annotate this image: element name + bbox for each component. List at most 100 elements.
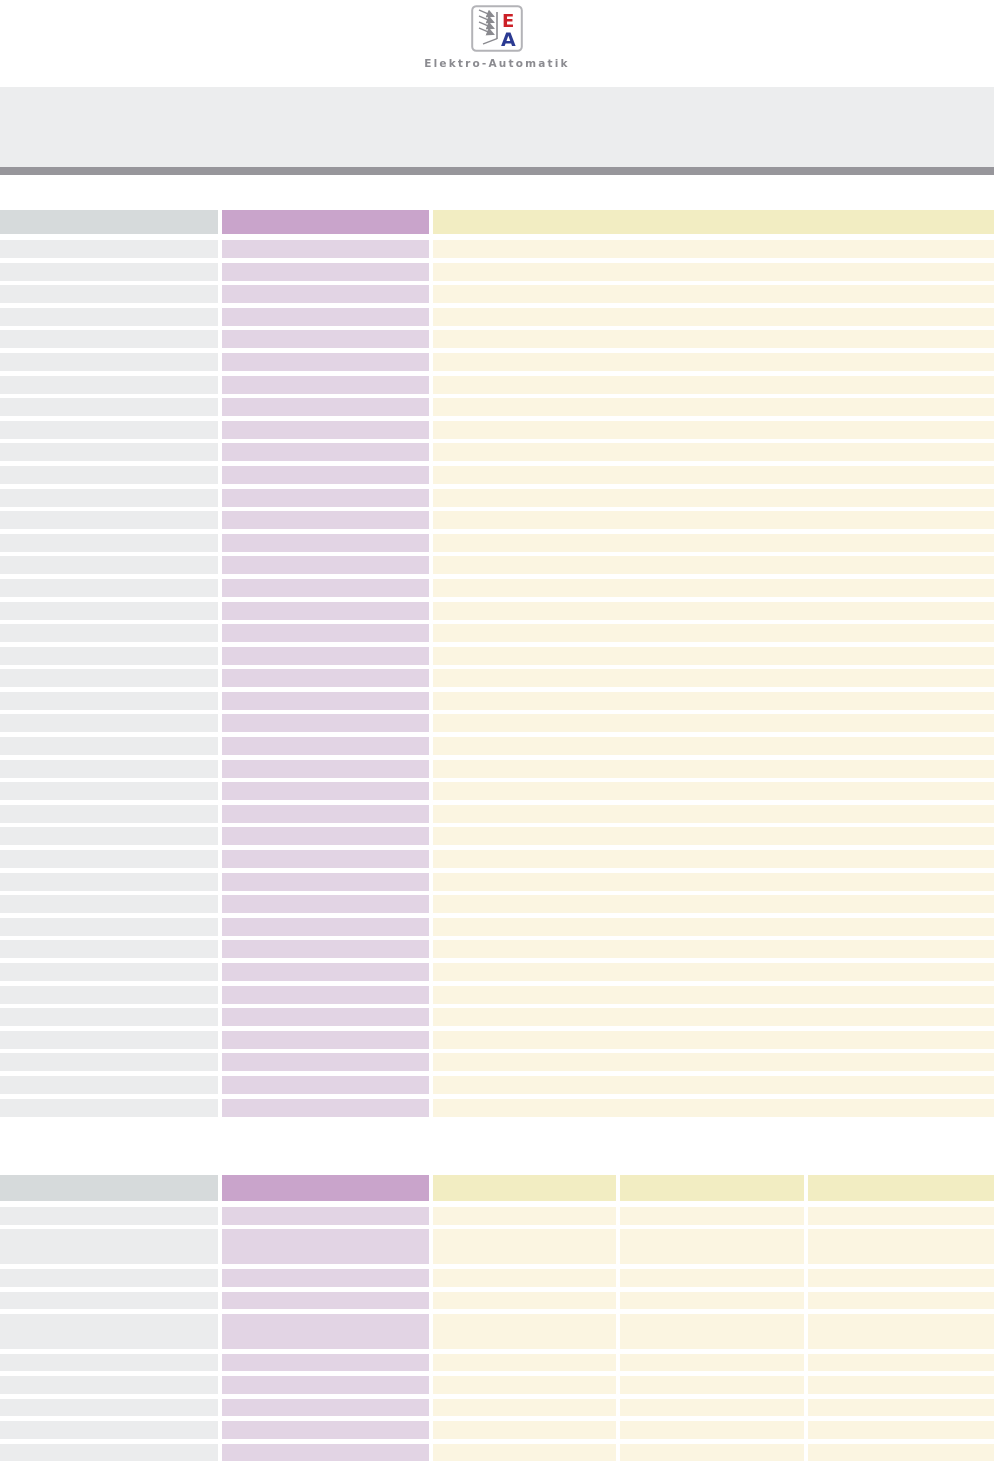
spec-table-1-cell-purple-column [222,940,429,959]
spec-table-1-cell-gray-column [0,488,218,507]
spec-table-1-cell-yellow-column [433,352,994,371]
spec-table-1-cell-gray-column [0,646,218,665]
spec-table-1-cell-yellow-column [433,533,994,552]
spec-table-1-cell-purple-column [222,872,429,891]
spec-table-2-row [0,1269,994,1287]
spec-table-1-row [0,714,994,733]
logo-letter-e: E [502,11,514,32]
spec-table-2-cell-yellow-column-3 [808,1443,994,1462]
spec-table-1-cell-yellow-column [433,262,994,281]
spec-table-1-cell-gray-column [0,917,218,936]
spec-table-1-cell-yellow-column [433,556,994,575]
spec-table-2-cell-yellow-column-3 [808,1376,994,1394]
spec-table-1-row [0,375,994,394]
spec-table-1-cell-yellow-column [433,375,994,394]
spec-table-1-row [0,737,994,756]
spec-table-2-cell-yellow-column-2 [620,1421,804,1439]
spec-table-2-cell-purple-column [222,1207,429,1225]
spec-table-1-cell-yellow-column [433,1075,994,1094]
spec-table-1-cell-yellow-column [433,420,994,439]
spec-table-1-cell-gray-column [0,963,218,981]
spec-table-1-cell-yellow-column [433,1030,994,1049]
spec-table-2-cell-yellow-column-2 [620,1314,804,1350]
spec-table-1-cell-purple-column [222,240,429,258]
spec-table-2-cell-yellow-column-3 [808,1314,994,1350]
spec-table-1-cell-purple-column [222,533,429,552]
spec-table-2-cell-yellow-column-1 [433,1443,616,1462]
spec-table-1-cell-gray-column [0,895,218,914]
spec-table-2-cell-purple-column [222,1398,429,1417]
spec-table-1-row [0,578,994,597]
spec-table-2-cell-yellow-column-2 [620,1443,804,1462]
spec-table-1-cell-purple-column [222,714,429,733]
spec-table-1-row [0,985,994,1004]
spec-table-1-cell-yellow-column [433,940,994,959]
spec-table-1-cell-purple-column [222,511,429,530]
spec-table-2-cell-purple-column [222,1376,429,1394]
spec-table-1-cell-gray-column [0,669,218,688]
spec-table-1-cell-purple-column [222,759,429,778]
spec-table-1-cell-gray-column [0,737,218,756]
page-header-band [0,87,994,167]
spec-table-1-cell-gray-column [0,940,218,959]
spec-table-1-header-purple-column [222,210,429,234]
spec-table-1-row [0,872,994,891]
spec-table-1-row [0,850,994,869]
spec-table-2-cell-yellow-column-2 [620,1398,804,1417]
spec-table-1-cell-purple-column [222,1008,429,1027]
spec-table-2-cell-gray-column [0,1314,218,1350]
spec-table-2-cell-gray-column [0,1443,218,1462]
spec-table-1-cell-yellow-column [433,1053,994,1072]
spec-table-2-header-row [0,1175,994,1201]
spec-table-1-cell-gray-column [0,985,218,1004]
spec-table-1-cell-yellow-column [433,985,994,1004]
spec-table-1-cell-yellow-column [433,917,994,936]
spec-table-1-cell-yellow-column [433,443,994,462]
spec-table-1-cell-purple-column [222,330,429,349]
spec-table-2-cell-yellow-column-2 [620,1207,804,1225]
spec-table-2-header-purple-column [222,1175,429,1201]
spec-table-1-cell-yellow-column [433,307,994,326]
spec-table-2 [0,1175,994,1462]
spec-table-1-cell-gray-column [0,624,218,643]
spec-table-2-cell-gray-column [0,1353,218,1372]
spec-table-2-row [0,1376,994,1394]
spec-table-1-cell-yellow-column [433,488,994,507]
spec-table-2-cell-purple-column [222,1314,429,1350]
spec-table-1-cell-purple-column [222,669,429,688]
spec-table-1 [0,210,994,1117]
spec-table-2-cell-yellow-column-3 [808,1353,994,1372]
spec-table-1-cell-gray-column [0,691,218,710]
spec-table-2-cell-yellow-column-2 [620,1229,804,1265]
spec-table-1-row [0,1008,994,1027]
spec-table-1-cell-gray-column [0,804,218,823]
spec-table-2-row [0,1229,994,1265]
spec-table-2-row [0,1443,994,1462]
spec-table-1-cell-yellow-column [433,398,994,417]
logo-caption: Elektro-Automatik [424,58,570,70]
spec-table-1-cell-gray-column [0,601,218,620]
spec-table-2-cell-yellow-column-1 [433,1207,616,1225]
ea-logo-icon: E A [471,5,523,52]
spec-table-2-cell-purple-column [222,1269,429,1287]
spec-table-2-cell-yellow-column-2 [620,1376,804,1394]
spec-table-2-cell-gray-column [0,1291,218,1310]
spec-table-1-cell-gray-column [0,1098,218,1117]
spec-table-2-row [0,1314,994,1350]
spec-table-1-row [0,307,994,326]
spec-table-1-row [0,420,994,439]
spec-table-2-row [0,1398,994,1417]
spec-table-1-row [0,398,994,417]
spec-table-1-row [0,1075,994,1094]
spec-table-1-row [0,1098,994,1117]
spec-table-1-cell-gray-column [0,240,218,258]
spec-table-1-cell-purple-column [222,307,429,326]
spec-table-2-cell-gray-column [0,1398,218,1417]
spec-table-2-header-gray-column [0,1175,218,1201]
spec-table-2-cell-gray-column [0,1269,218,1287]
spec-table-1-cell-purple-column [222,985,429,1004]
spec-table-1-row [0,262,994,281]
spec-table-1-cell-purple-column [222,917,429,936]
spec-table-1-cell-purple-column [222,420,429,439]
spec-table-2-cell-yellow-column-3 [808,1229,994,1265]
